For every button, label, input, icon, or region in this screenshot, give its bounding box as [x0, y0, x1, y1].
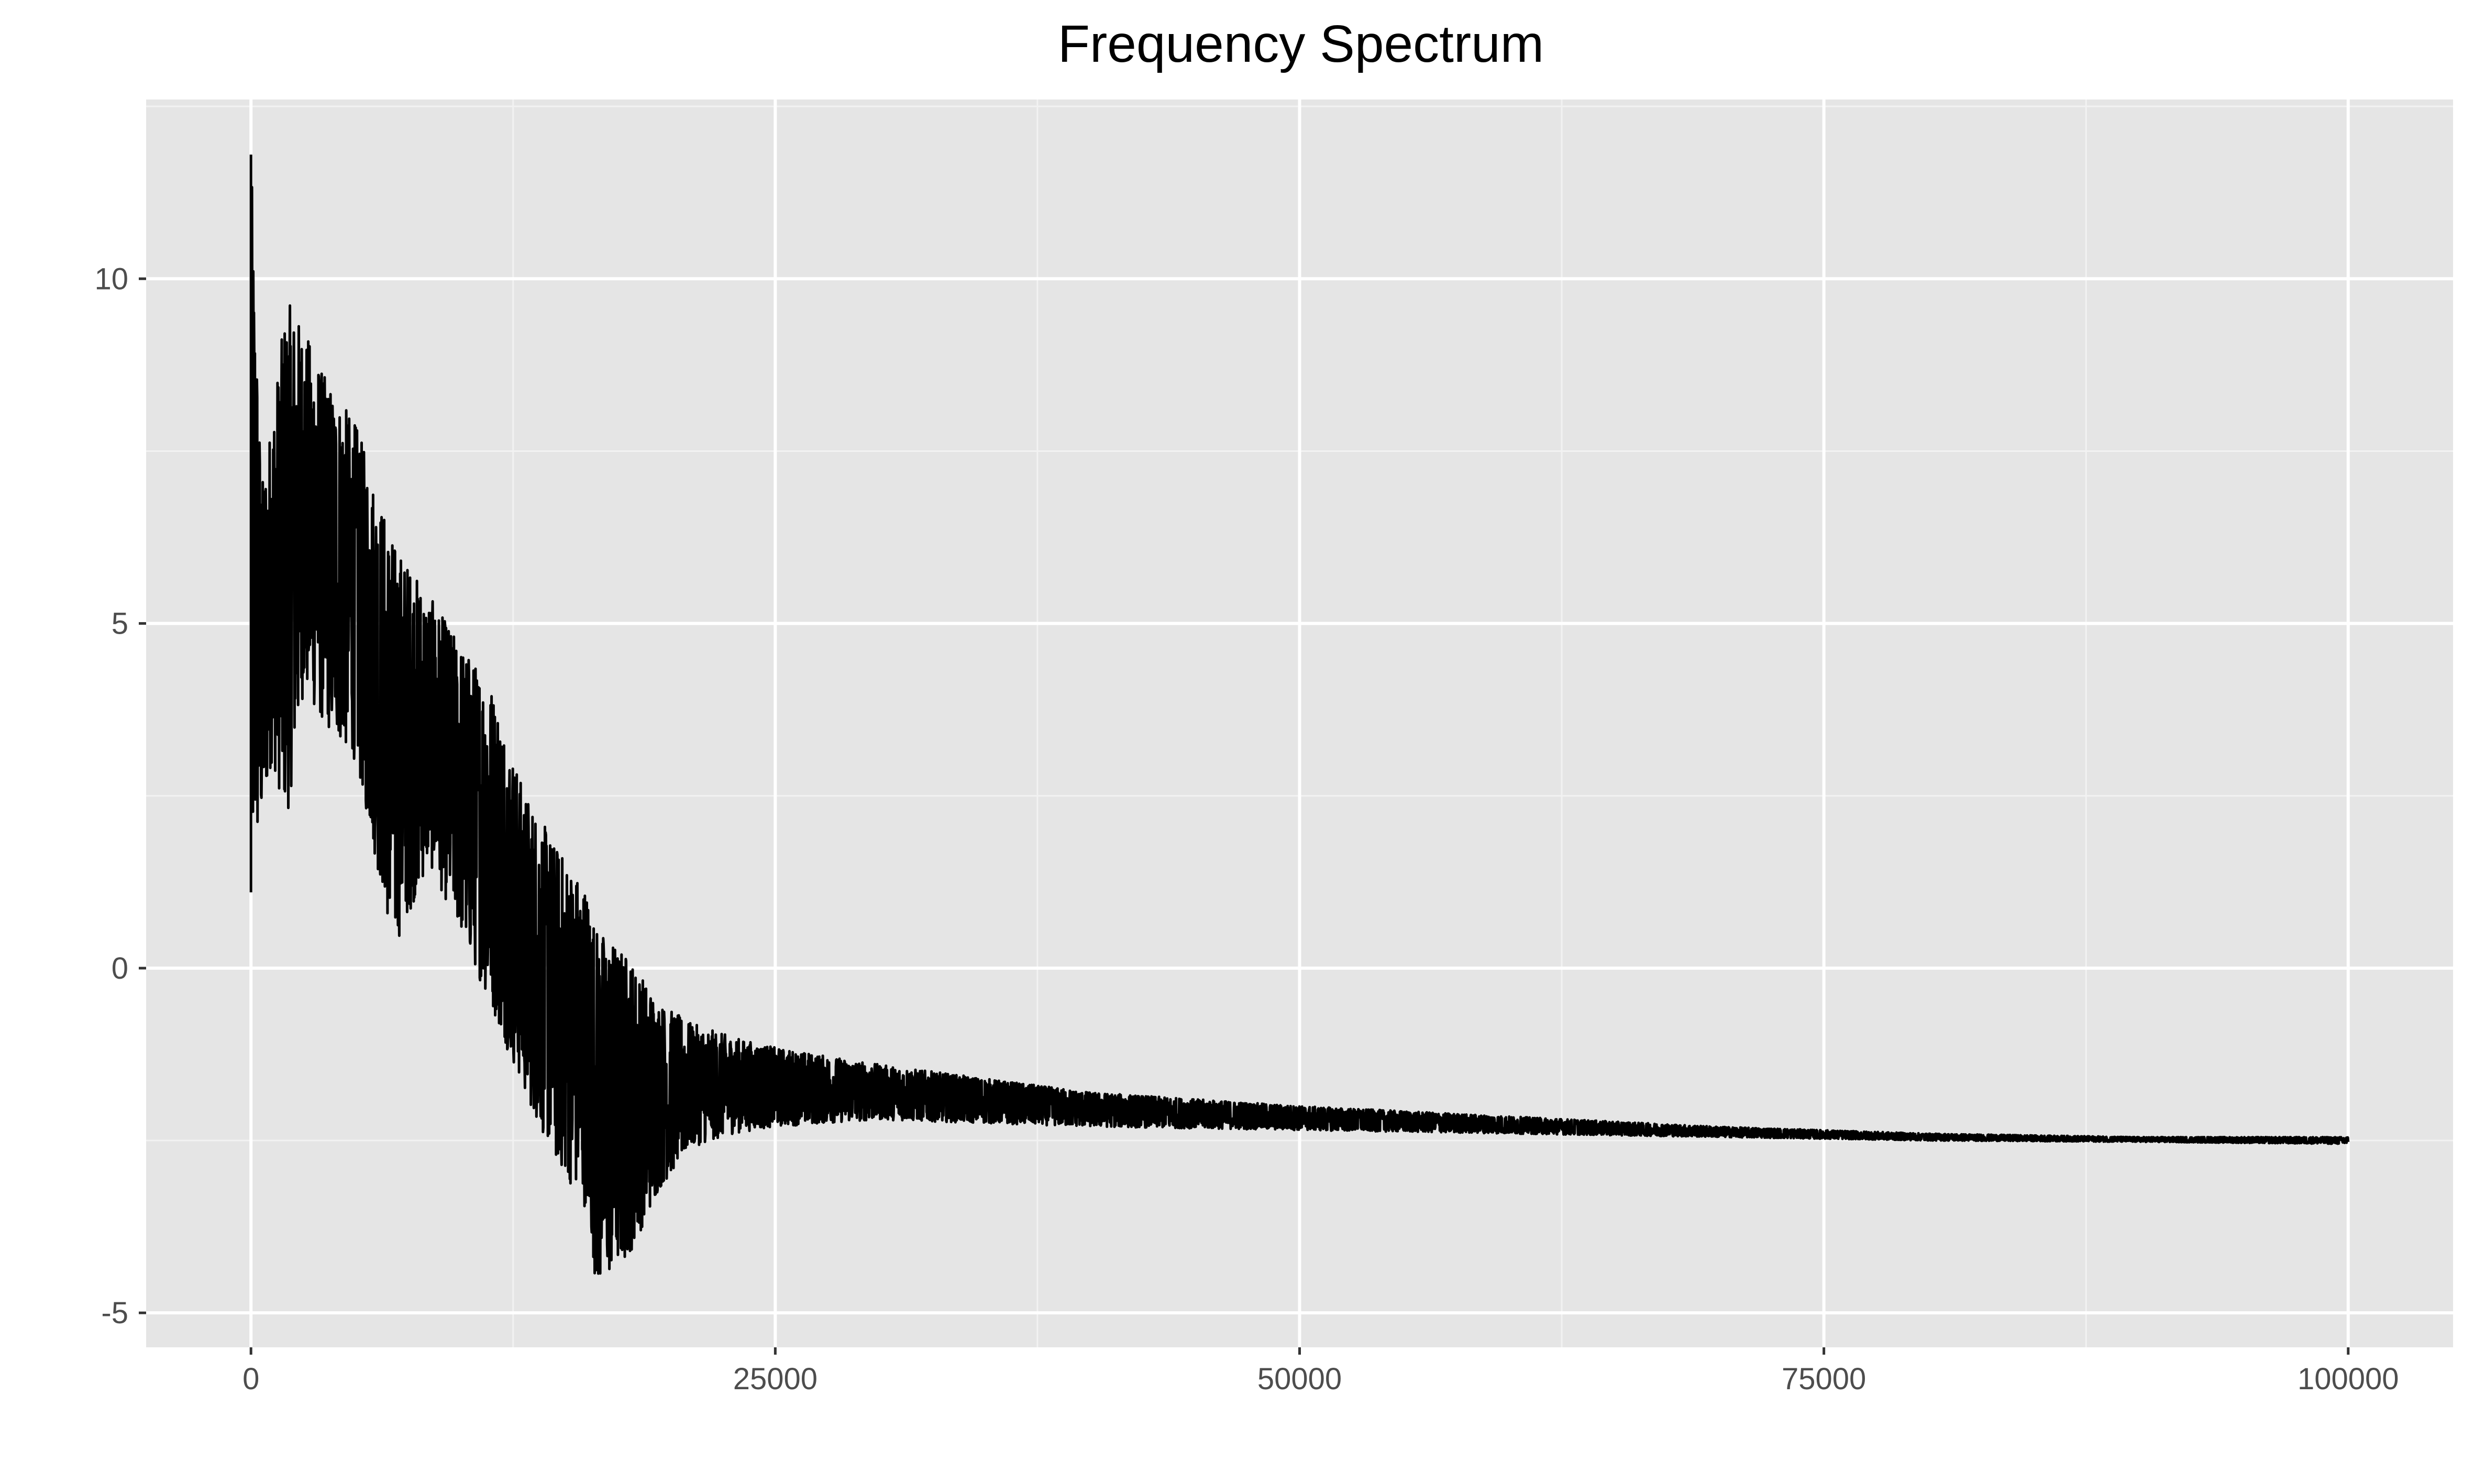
series-line	[249, 154, 2350, 1275]
x-axis: 0 25000 50000 75000 100000	[242, 1347, 2399, 1396]
y-tick-label: 10	[94, 262, 128, 296]
y-tick-label: -5	[101, 1296, 128, 1330]
y-tick-label: 5	[112, 607, 128, 641]
x-tick-label: 75000	[1782, 1362, 1866, 1396]
y-axis: -5 0 5 10	[94, 262, 146, 1330]
series-layer	[249, 154, 2350, 1275]
x-tick-label: 0	[242, 1362, 259, 1396]
x-tick-label: 100000	[2298, 1362, 2399, 1396]
chart-title: Frequency Spectrum	[1058, 15, 1544, 73]
x-tick-label: 50000	[1257, 1362, 1342, 1396]
x-tick-label: 25000	[733, 1362, 818, 1396]
y-tick-label: 0	[112, 951, 128, 985]
